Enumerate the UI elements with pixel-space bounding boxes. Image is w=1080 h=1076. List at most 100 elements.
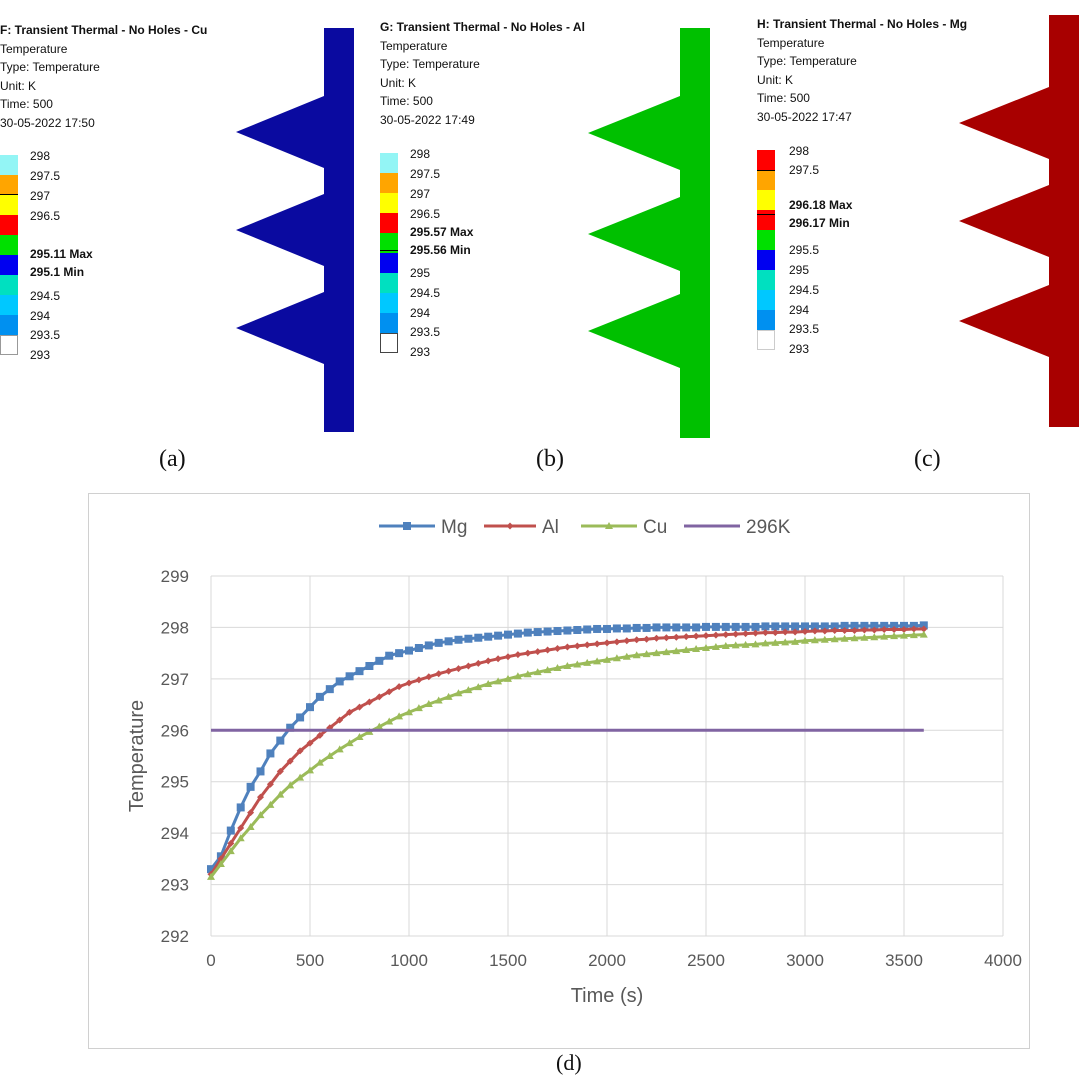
data-point-al (653, 634, 660, 642)
data-point-mg (226, 826, 235, 835)
data-point-mg (504, 630, 512, 639)
legend-label-cu: Cu (643, 517, 667, 538)
data-point-mg (692, 623, 701, 632)
data-point-cu (741, 640, 750, 648)
data-point-cu (731, 641, 740, 649)
panel-c-line-5: 30-05-2022 17:47 (757, 109, 852, 124)
data-point-al (841, 627, 849, 635)
data-point-cu (682, 646, 691, 654)
data-point-mg (474, 633, 483, 642)
data-point-mg (870, 621, 879, 630)
legend-tick: 294 (30, 309, 51, 323)
x-tick-label: 1500 (489, 951, 527, 970)
data-point-al (672, 633, 680, 641)
x-tick-label: 2500 (687, 951, 725, 970)
data-point-al (514, 651, 522, 659)
data-point-mg (711, 622, 720, 631)
data-point-al (554, 645, 561, 653)
legend-tick: 298 (30, 149, 51, 163)
legend-tick: 297 (30, 189, 51, 203)
panel-c-caption: (c) (914, 446, 941, 472)
data-point-al (573, 642, 581, 650)
data-point-cu (553, 664, 562, 672)
data-point-mg (533, 628, 542, 637)
data-point-al (365, 698, 373, 706)
data-point-cu (286, 781, 295, 789)
data-point-al (811, 627, 819, 635)
data-point-cu (801, 636, 809, 644)
series-line-mg (209, 623, 924, 871)
panel-a-info: F: Transient Thermal - No Holes - Cu Tem… (0, 21, 207, 132)
data-point-cu (612, 654, 621, 662)
data-point-mg (880, 621, 889, 630)
panel-d-caption: (d) (556, 1050, 582, 1075)
y-tick-label: 295 (161, 773, 189, 792)
data-point-mg (761, 622, 770, 631)
data-point-mg (810, 622, 819, 631)
data-point-al (286, 757, 294, 765)
legend-swatch (380, 233, 398, 253)
panel-b-line-4: Time: 500 (380, 94, 433, 108)
data-point-cu (266, 800, 275, 808)
data-point-mg (286, 723, 295, 732)
panel-a-line-2: Type: Temperature (0, 60, 100, 74)
data-point-cu (494, 677, 503, 685)
data-point-al (742, 630, 750, 638)
data-point-mg (266, 749, 275, 758)
panel-c-line-4: Time: 500 (757, 91, 810, 105)
data-point-al (860, 626, 868, 634)
data-point-al (920, 625, 928, 633)
legend-tick: 294.5 (789, 283, 820, 297)
data-point-mg (603, 624, 611, 633)
data-point-al (445, 667, 453, 675)
legend-tick: 295.5 (789, 243, 820, 257)
y-tick-label: 292 (161, 927, 189, 946)
data-point-cu (216, 860, 225, 867)
data-point-mg (741, 622, 750, 631)
panel-b-line-5: 30-05-2022 17:49 (380, 112, 475, 127)
data-point-cu (702, 644, 710, 651)
legend-swatch (757, 330, 775, 350)
data-point-cu (276, 790, 285, 798)
data-point-mg (830, 622, 839, 631)
panel-b-info: G: Transient Thermal - No Holes - Al Tem… (380, 18, 585, 129)
data-point-al (702, 632, 710, 640)
data-point-cu (721, 641, 730, 649)
fin-shape (959, 15, 1079, 427)
data-point-al (227, 839, 235, 847)
data-point-cu (593, 657, 602, 665)
data-point-al (217, 855, 225, 863)
data-point-cu (830, 635, 839, 643)
data-point-al (712, 631, 720, 639)
y-tick-label: 293 (161, 876, 189, 895)
legend-swatch (757, 290, 775, 310)
data-point-al (613, 638, 621, 646)
data-point-mg (801, 622, 809, 631)
data-point-al (306, 739, 314, 747)
data-point-cu (335, 745, 344, 753)
data-point-mg (345, 672, 354, 681)
legend-swatch (757, 270, 775, 290)
data-point-mg (365, 662, 374, 670)
legend-tick-min: 296.17 Min (789, 216, 850, 230)
data-point-cu (820, 635, 829, 643)
legend-tick: 297.5 (30, 169, 61, 183)
legend-tick: 294.5 (410, 286, 441, 300)
y-tick-label: 297 (161, 670, 189, 689)
data-point-mg (236, 803, 245, 812)
legend-swatch (380, 193, 398, 213)
data-point-al (890, 625, 898, 633)
data-point-al (900, 625, 908, 633)
data-point-al (484, 657, 492, 665)
data-point-al (593, 640, 601, 648)
data-point-al (336, 716, 344, 724)
data-point-cu (325, 752, 334, 759)
legend-swatch (757, 190, 775, 210)
x-tick-label: 2000 (588, 951, 626, 970)
legend-label-mg: Mg (441, 517, 467, 538)
legend-swatch (0, 335, 18, 355)
x-tick-label: 0 (206, 951, 215, 970)
data-point-cu (890, 632, 899, 640)
data-point-cu (603, 655, 611, 663)
data-point-al (752, 629, 759, 637)
